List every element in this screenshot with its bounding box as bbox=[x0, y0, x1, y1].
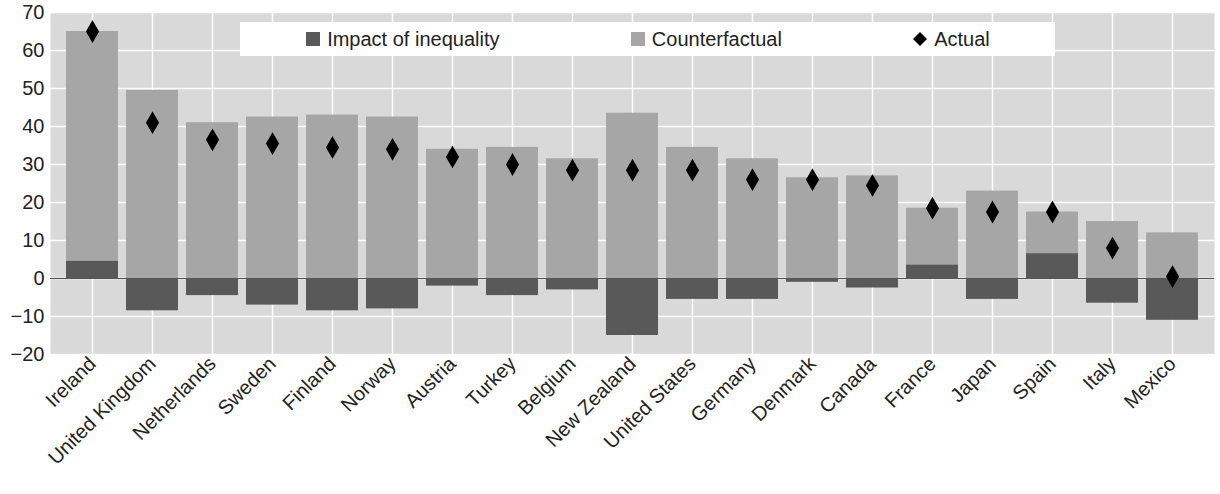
svg-text:Denmark: Denmark bbox=[747, 352, 821, 426]
svg-text:Sweden: Sweden bbox=[213, 352, 280, 419]
html-text:Counterfactual: Counterfactual bbox=[651, 27, 782, 50]
svg-text:−10: −10 bbox=[11, 305, 45, 327]
svg-text:20: 20 bbox=[22, 191, 44, 213]
svg-text:Spain: Spain bbox=[1008, 352, 1060, 404]
svg-text:10: 10 bbox=[22, 229, 44, 251]
svg-text:50: 50 bbox=[22, 77, 44, 99]
svg-text:Germany: Germany bbox=[686, 352, 760, 426]
svg-text:Norway: Norway bbox=[336, 352, 399, 415]
svg-text:70: 70 bbox=[22, 1, 44, 23]
svg-text:Ireland: Ireland bbox=[41, 352, 100, 411]
html-text:Impact of inequality: Impact of inequality bbox=[327, 27, 500, 50]
svg-text:United Kingdom: United Kingdom bbox=[44, 352, 160, 468]
svg-text:Austria: Austria bbox=[400, 352, 460, 412]
svg-text:30: 30 bbox=[22, 153, 44, 175]
html-text:Actual: Actual bbox=[934, 27, 990, 50]
svg-text:0: 0 bbox=[33, 267, 44, 289]
svg-text:Italy: Italy bbox=[1078, 352, 1119, 393]
svg-text:Belgium: Belgium bbox=[513, 352, 580, 419]
svg-text:Japan: Japan bbox=[946, 352, 1000, 406]
svg-text:Canada: Canada bbox=[815, 352, 881, 418]
svg-text:Netherlands: Netherlands bbox=[128, 352, 220, 444]
svg-text:Turkey: Turkey bbox=[462, 352, 520, 410]
svg-text:United States: United States bbox=[599, 352, 699, 452]
svg-text:Finland: Finland bbox=[278, 352, 340, 414]
svg-text:New Zealand: New Zealand bbox=[541, 352, 640, 452]
svg-text:France: France bbox=[880, 352, 940, 412]
svg-text:40: 40 bbox=[22, 115, 44, 137]
svg-text:60: 60 bbox=[22, 39, 44, 61]
svg-text:−20: −20 bbox=[11, 343, 45, 365]
svg-text:Mexico: Mexico bbox=[1119, 352, 1179, 412]
